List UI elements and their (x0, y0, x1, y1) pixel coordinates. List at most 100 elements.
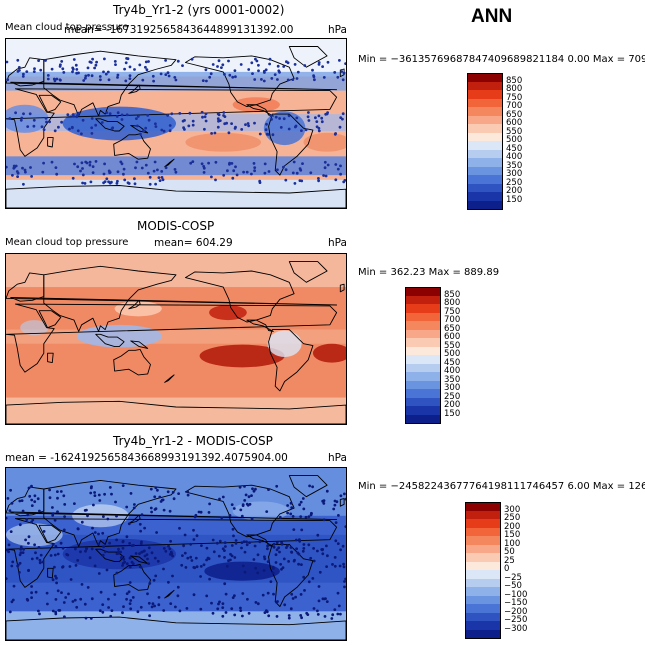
colorbar-cell (405, 338, 441, 347)
panel3-map (5, 467, 347, 641)
colorbar-cell (465, 629, 501, 639)
coastline-arabia (38, 310, 62, 329)
colorbar-tick-label: 300 (444, 383, 461, 393)
coastline-japan (128, 514, 141, 524)
panel2-field-label: Mean cloud top pressure (5, 237, 129, 248)
panel1-mean: mean= -1673192565843644899131392.00 (64, 24, 294, 36)
colorbar-cell (405, 329, 441, 339)
panel2-map (5, 253, 347, 425)
panel3-colorbar: 300 250 200 150 100 50 25 0 −25 −50 −100 −150 −200 −2… (465, 502, 527, 639)
season-label: ANN (471, 6, 513, 27)
colorbar-cell (405, 406, 441, 415)
colorbar-tick-label: 250 (444, 391, 461, 402)
colorbar-tick-label: 600 (506, 118, 523, 128)
coastline-namerica (184, 484, 295, 538)
panel1-title: Try4b_Yr1-2 (yrs 0001-0002) (113, 3, 285, 17)
panel3-minmax: Min = −24582243677764198111746457 6.00 M… (358, 481, 645, 492)
coastline-namerica (184, 55, 295, 108)
colorbar-cell (467, 90, 503, 99)
colorbar-tick-label: 700 (444, 315, 461, 325)
colorbar-cell (467, 175, 503, 184)
colorbar-tick-label: 200 (444, 400, 461, 410)
coastline-asia (43, 50, 177, 117)
coastline-samerica (268, 543, 314, 608)
colorbar-tick-label: 0 (504, 564, 510, 574)
colorbar-cell (465, 561, 501, 571)
coastline-europe (6, 57, 338, 91)
colorbar-cell (465, 527, 501, 537)
colorbar-cell (465, 604, 501, 613)
colorbar-tick-label: 250 (504, 513, 521, 523)
colorbar-cell (467, 124, 503, 133)
colorbar-cell (465, 544, 501, 554)
colorbar-tick-label: 400 (506, 152, 523, 162)
coastline-madagascar (47, 352, 54, 364)
colorbar-tick-label: −150 (504, 598, 528, 608)
colorbar-tick-label: 700 (506, 101, 523, 111)
panel1-units: hPa (328, 24, 347, 36)
colorbar-tick-label: −100 (504, 589, 528, 600)
panel2-minmax: Min = 362.23 Max = 889.89 (358, 267, 500, 278)
colorbar-tick-label: 200 (506, 186, 523, 196)
colorbar-cell (467, 132, 503, 142)
coastline-samerica (268, 113, 314, 176)
colorbar-cell (405, 363, 441, 373)
colorbar-tick-label: −200 (504, 606, 528, 617)
panel3-units: hPa (328, 452, 347, 464)
coastline-greenland (288, 475, 328, 498)
colorbar-tick-label: 500 (506, 135, 523, 145)
coastline-nz (164, 374, 175, 383)
colorbar-cell (467, 98, 503, 108)
colorbar-cell (465, 519, 501, 528)
colorbar-cell (467, 115, 503, 125)
colorbar-tick-label: −50 (504, 581, 522, 591)
colorbar-tick-label: 25 (504, 555, 515, 566)
colorbar-tick-label: 450 (506, 143, 523, 154)
coastline-japan (128, 299, 141, 310)
colorbar-cell (405, 397, 441, 407)
colorbar-cell (405, 372, 441, 381)
coastline-australia (113, 133, 151, 160)
colorbar-cell (465, 502, 501, 511)
colorbar-tick-label: 300 (506, 169, 523, 179)
panel1-colorbar: 850 800 750 700 650 600 550 500 450 400 350 300 250 2… (467, 73, 522, 210)
colorbar-cell (467, 107, 503, 116)
panel3-title: Try4b_Yr1-2 - MODIS-COSP (113, 434, 273, 448)
colorbar-cell (405, 312, 441, 322)
colorbar-cell (467, 183, 503, 193)
coastline-indonesia (95, 333, 125, 348)
colorbar-tick-label: 400 (444, 366, 461, 376)
coastline-antarctica (6, 185, 346, 208)
colorbar-tick-label: 850 (506, 75, 523, 86)
colorbar-tick-label: −300 (504, 623, 528, 634)
colorbar-tick-label: 150 (506, 194, 523, 205)
coastline-newguinea (130, 340, 149, 349)
colorbar-tick-label: 600 (444, 332, 461, 342)
colorbar-cell (405, 287, 441, 296)
colorbar-tick-label: 50 (504, 547, 515, 557)
colorbar-cell (465, 570, 501, 579)
colorbar-cell (467, 81, 503, 91)
colorbar-cell (405, 380, 441, 390)
colorbar-cell (465, 587, 501, 596)
colorbar-tick-label: 750 (444, 306, 461, 317)
panel3-mean: mean = -1624192565843668993191392.407590… (5, 452, 288, 464)
coastline-asia (43, 265, 177, 332)
colorbar-cell (405, 321, 441, 330)
coastline-africa (6, 303, 338, 373)
colorbar-tick-label: 500 (444, 349, 461, 359)
colorbar-tick-label: 650 (506, 109, 523, 120)
colorbar-cell (465, 510, 501, 520)
colorbar-tick-label: 800 (506, 84, 523, 94)
colorbar-tick-label: 550 (506, 126, 523, 137)
coastline-japan (128, 84, 141, 94)
coastline-greenland (288, 261, 328, 283)
colorbar-tick-label: 450 (444, 357, 461, 368)
coastline-camerica (246, 319, 274, 332)
colorbar-tick-label: 750 (506, 92, 523, 103)
coastline-arabia (38, 524, 62, 543)
colorbar-tick-label: 100 (504, 538, 521, 549)
coastline-camerica (246, 534, 274, 547)
colorbar-cell (467, 158, 503, 167)
coastline-madagascar (47, 567, 54, 579)
